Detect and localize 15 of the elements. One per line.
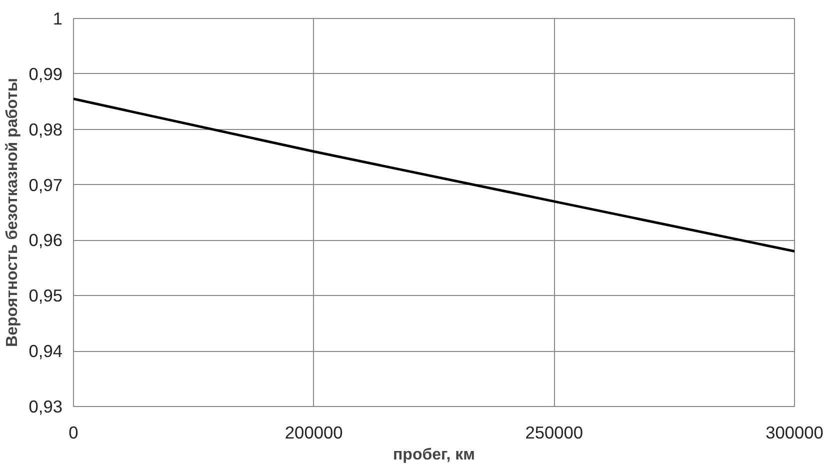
y-tick-label: 0,97 bbox=[28, 174, 63, 195]
y-tick-label: 0,96 bbox=[28, 230, 63, 250]
line-series bbox=[74, 98, 794, 253]
y-tick-label: 0,98 bbox=[28, 119, 63, 140]
y-axis-title: Вероятность безотказной работы bbox=[4, 78, 21, 347]
x-tick-label: 0 bbox=[68, 422, 78, 442]
x-axis-title: пробег, км bbox=[393, 446, 475, 464]
x-tick-label: 250000 bbox=[525, 422, 584, 442]
x-tick-label: 200000 bbox=[284, 422, 343, 442]
y-tick-label: 0,99 bbox=[28, 64, 63, 84]
y-tick-label: 0,94 bbox=[28, 341, 63, 362]
x-tick-label: 300000 bbox=[766, 422, 824, 442]
y-tick-label: 0,95 bbox=[28, 286, 63, 306]
y-tick-label: 0,93 bbox=[28, 396, 63, 416]
y-tick-label: 1 bbox=[52, 8, 63, 28]
